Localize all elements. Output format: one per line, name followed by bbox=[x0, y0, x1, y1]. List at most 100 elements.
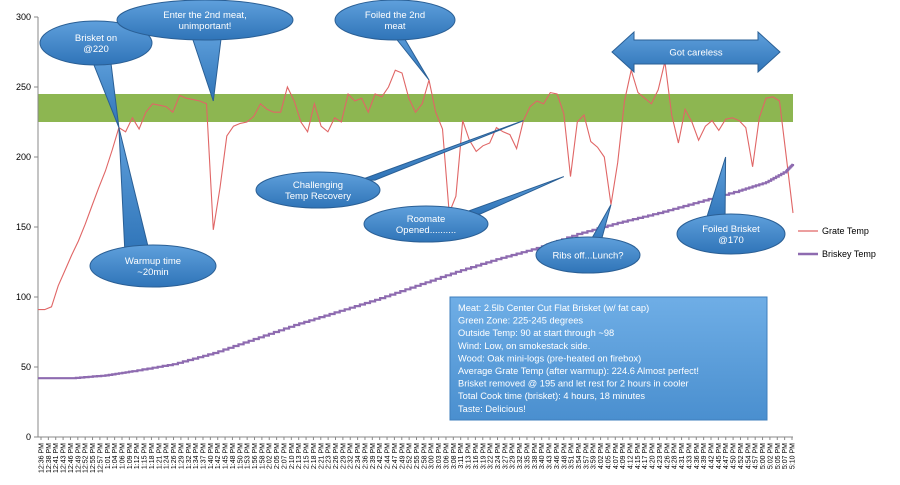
y-tick-label: 250 bbox=[16, 82, 31, 92]
x-tick-label: 3:59 PM bbox=[591, 443, 598, 469]
x-tick-label: 4:02 PM bbox=[598, 443, 605, 469]
annotation-ribs-off: Ribs off...Lunch? bbox=[535, 204, 641, 274]
x-tick-label: 3:40 PM bbox=[539, 443, 546, 469]
x-tick-label: 3:51 PM bbox=[569, 443, 576, 469]
x-tick-label: 12:55 PM bbox=[90, 443, 97, 473]
x-tick-label: 2:58 PM bbox=[421, 443, 428, 469]
x-tick-label: 1:56 PM bbox=[252, 443, 259, 469]
x-tick-label: 12:52 PM bbox=[83, 443, 90, 473]
x-tick-label: 4:31 PM bbox=[679, 443, 686, 469]
annotation-bubble bbox=[676, 213, 786, 255]
green-zone-band bbox=[38, 94, 793, 122]
annotation-bubble bbox=[89, 244, 217, 288]
x-tick-label: 4:54 PM bbox=[745, 443, 752, 469]
legend-label: Briskey Temp bbox=[822, 249, 876, 259]
x-tick-label: 1:24 PM bbox=[164, 443, 171, 469]
annotation-text: Challenging bbox=[293, 180, 343, 191]
x-tick-label: 3:35 PM bbox=[524, 443, 531, 469]
note-line: Wind: Low, on smokestack side. bbox=[458, 341, 590, 351]
x-tick-label: 2:49 PM bbox=[399, 443, 406, 469]
x-tick-label: 4:20 PM bbox=[650, 443, 657, 469]
x-tick-label: 4:15 PM bbox=[635, 443, 642, 469]
x-tick-label: 1:18 PM bbox=[149, 443, 156, 469]
y-tick-label: 0 bbox=[26, 432, 31, 442]
x-tick-label: 3:06 PM bbox=[443, 443, 450, 469]
plot-area: 0 50 100 150 200 250 300 12:36 PM 12:38 PM 12:41 … bbox=[16, 0, 876, 473]
x-tick-label: 2:23 PM bbox=[326, 443, 333, 469]
y-tick-label: 50 bbox=[21, 362, 31, 372]
note-line: Outside Temp: 90 at start through ~98 bbox=[458, 328, 614, 338]
x-tick-label: 2:52 PM bbox=[407, 443, 414, 469]
x-tick-label: 5:02 PM bbox=[767, 443, 774, 469]
annotation-pointer bbox=[118, 127, 151, 255]
legend: Grate Temp Briskey Temp bbox=[798, 226, 876, 259]
x-tick-label: 12:43 PM bbox=[61, 443, 68, 473]
x-tick-label: 12:41 PM bbox=[53, 443, 60, 473]
x-tick-label: 2:18 PM bbox=[311, 443, 318, 469]
y-tick-label: 200 bbox=[16, 152, 31, 162]
x-tick-label: 2:13 PM bbox=[296, 443, 303, 469]
annotation-text: Brisket on bbox=[75, 33, 117, 44]
x-tick-label: 4:39 PM bbox=[701, 443, 708, 469]
x-tick-label: 1:50 PM bbox=[237, 443, 244, 469]
annotation-bubble bbox=[116, 0, 294, 41]
note-line: Meat: 2.5lb Center Cut Flat Brisket (w/ … bbox=[458, 303, 649, 313]
annotation-text: meat bbox=[384, 21, 405, 32]
x-tick-label: 4:07 PM bbox=[613, 443, 620, 469]
x-tick-label: 5:00 PM bbox=[760, 443, 767, 469]
annotation-text: Foiled the 2nd bbox=[365, 10, 425, 21]
annotation-bubble bbox=[363, 205, 489, 243]
x-tick-label: 1:09 PM bbox=[127, 443, 134, 469]
x-tick-label: 12:57 PM bbox=[97, 443, 104, 473]
annotation-warmup-time: Warmup time~20min bbox=[89, 127, 217, 288]
annotation-bubble bbox=[255, 171, 381, 209]
x-tick-label: 1:26 PM bbox=[171, 443, 178, 469]
x-tick-label: 2:39 PM bbox=[370, 443, 377, 469]
got-careless-arrow-shape bbox=[611, 30, 781, 74]
x-tick-label: 3:16 PM bbox=[473, 443, 480, 469]
x-tick-label: 3:48 PM bbox=[561, 443, 568, 469]
x-tick-label: 3:38 PM bbox=[532, 443, 539, 469]
annotation-text: Temp Recovery bbox=[285, 191, 351, 202]
x-tick-label: 4:50 PM bbox=[731, 443, 738, 469]
x-tick-label: 2:44 PM bbox=[385, 443, 392, 469]
annotation-text: unimportant! bbox=[179, 21, 232, 32]
x-tick-label: 12:46 PM bbox=[68, 443, 75, 473]
note-line: Total Cook time (brisket): 4 hours, 18 m… bbox=[458, 391, 645, 401]
x-tick-label: 4:17 PM bbox=[642, 443, 649, 469]
y-tick-label: 300 bbox=[16, 12, 31, 22]
annotation-pointer bbox=[189, 30, 223, 102]
x-tick-label: 3:19 PM bbox=[480, 443, 487, 469]
annotation-text: Opened.......... bbox=[396, 225, 456, 236]
x-tick-label: 2:02 PM bbox=[267, 443, 274, 469]
x-tick-label: 3:11 PM bbox=[458, 443, 465, 469]
x-tick-label: 3:13 PM bbox=[466, 443, 473, 469]
annotation-text: @220 bbox=[83, 44, 109, 55]
annotation-bubble bbox=[334, 0, 456, 41]
x-tick-label: 12:49 PM bbox=[75, 443, 82, 473]
note-line: Wood: Oak mini-logs (pre-heated on fireb… bbox=[458, 353, 641, 363]
x-tick-label: 3:43 PM bbox=[547, 443, 554, 469]
x-tick-label: 1:40 PM bbox=[208, 443, 215, 469]
x-tick-label: 5:05 PM bbox=[775, 443, 782, 469]
x-tick-label: 4:47 PM bbox=[723, 443, 730, 469]
annotation-enter-2nd-meat: Enter the 2nd meat,unimportant! bbox=[116, 0, 294, 102]
annotation-foiled-brisket: Foiled Brisket@170 bbox=[676, 156, 786, 255]
x-tick-label: 12:36 PM bbox=[39, 443, 46, 473]
annotation-pointer bbox=[359, 120, 524, 181]
x-tick-label: 2:21 PM bbox=[318, 443, 325, 469]
x-tick-label: 5:07 PM bbox=[782, 443, 789, 469]
x-tick-label: 2:07 PM bbox=[281, 443, 288, 469]
note-line: Brisket removed @ 195 and let rest for 2… bbox=[458, 379, 689, 389]
x-tick-label: 12:38 PM bbox=[46, 443, 53, 473]
x-tick-label: 3:57 PM bbox=[583, 443, 590, 469]
x-tick-label: 3:03 PM bbox=[436, 443, 443, 469]
annotation-text: @170 bbox=[718, 235, 744, 246]
y-tick-label: 100 bbox=[16, 292, 31, 302]
annotation-bubble bbox=[535, 236, 641, 274]
x-tick-label: 1:12 PM bbox=[134, 443, 141, 469]
annotation-text: Ribs off...Lunch? bbox=[552, 251, 623, 262]
